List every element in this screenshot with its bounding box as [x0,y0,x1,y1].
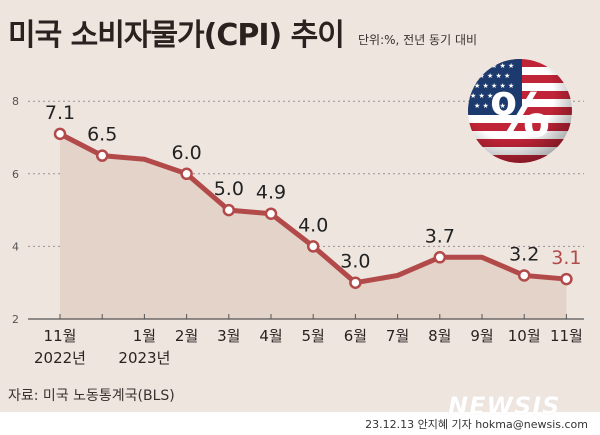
x-tick-label: 4월 [259,327,282,345]
data-point-marker [560,272,573,286]
x-year-label: 2022년 [34,349,86,367]
data-value-label: 4.0 [298,214,328,236]
source-note: 자료: 미국 노동통계국(BLS) [8,388,175,404]
x-tick-label: 6월 [344,327,367,345]
data-value-label: 3.7 [425,225,455,247]
line-chart: 2 4 6 8 7.1 6.5 6.0 5.0 4.9 4.0 3.0 3.7 3.2 3.1 11월 1월 2… [12,95,584,367]
data-point-marker [264,207,278,220]
y-tick-label: 8 [12,95,19,108]
data-point-marker [95,149,109,162]
x-tick-label: 11월 [550,327,583,345]
x-tick-label: 1월 [133,327,156,345]
chart-unit-note: 단위:%, 전년 동기 대비 [358,33,478,47]
data-value-label: 6.5 [87,124,117,146]
y-tick-label: 6 [12,168,19,181]
data-point-marker [349,276,362,289]
data-point-marker [222,203,236,217]
y-tick-label: 4 [12,240,19,253]
data-value-label: 3.1 [551,247,581,269]
data-value-label: 6.0 [171,142,201,164]
x-tick-label: 11월 [44,327,77,345]
us-flag-percent-icon: ★ ★ ★ ★ ★ ★ ★ ★ ★ ★ ★ ★ ★ ★ ★ ★ ★ ★ ★ ★ … [468,59,572,163]
x-tick-label: 9월 [470,327,493,345]
data-point-marker [53,127,67,141]
data-value-label: 3.2 [509,243,539,265]
data-point-marker [433,251,447,264]
data-value-label: 7.1 [45,102,75,124]
area-fill [60,133,567,319]
newsis-logo: NEWSIS [448,392,561,420]
data-point-marker [306,240,320,253]
y-tick-label: 2 [12,313,19,326]
x-year-label: 2023년 [118,349,170,367]
data-point-marker [517,269,531,282]
chart-title: 미국 소비자물가(CPI) 추이 [8,18,345,53]
x-tick-label: 7월 [386,327,409,345]
x-tick-label: 10월 [508,327,541,345]
data-point-marker [180,167,193,181]
x-tick-label: 8월 [428,327,451,345]
x-tick-label: 2월 [175,327,198,345]
byline: 23.12.13 안지혜 기자 hokma@newsis.com [365,418,588,431]
svg-text:%: % [490,81,550,151]
x-tick-label: 5월 [302,327,325,345]
data-value-label: 4.9 [256,182,286,204]
x-tick-label: 3월 [217,327,240,345]
data-value-label: 5.0 [214,178,244,200]
data-value-label: 3.0 [340,251,370,273]
